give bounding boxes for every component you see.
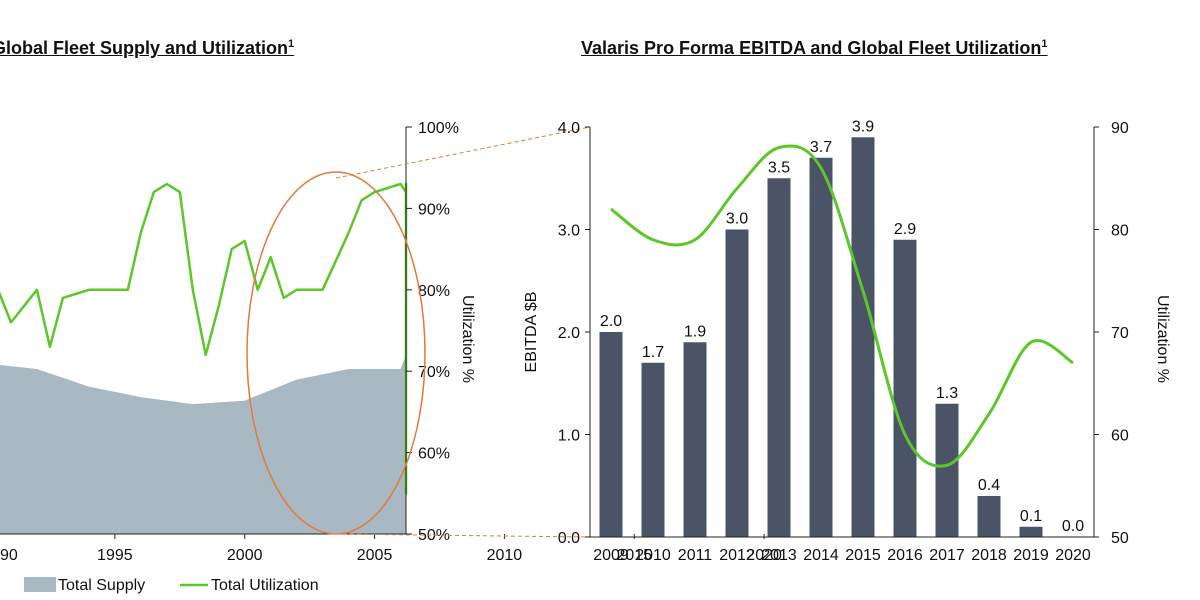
right-chart-y-tick-label: 4.0 — [558, 120, 580, 137]
legend-supply-swatch — [24, 577, 56, 592]
left-y2-tick-label: 100% — [418, 120, 459, 137]
right-x-tick-label: 2018 — [971, 547, 1007, 564]
ebitda-bar — [683, 342, 707, 537]
right-x-tick-label: 2011 — [678, 547, 713, 564]
ebitda-data-label: 0.0 — [1062, 518, 1084, 535]
ebitda-bar — [725, 229, 749, 537]
legend-utilization-label: Total Utilization — [211, 577, 319, 594]
left-x-tick-label: 2005 — [357, 547, 393, 564]
ebitda-bar — [599, 332, 623, 537]
ebitda-data-label: 3.0 — [726, 211, 748, 228]
legend-supply-label: Total Supply — [58, 577, 145, 594]
left-y2-tick-label: 90% — [418, 201, 450, 218]
ebitda-bar — [641, 362, 665, 537]
left-x-tick-label: 2000 — [227, 547, 263, 564]
right-chart-y-tick-label: 1.0 — [558, 428, 580, 445]
ebitda-bar — [935, 403, 959, 537]
left-y2-tick-label: 80% — [418, 283, 450, 300]
right-x-tick-label: 2010 — [635, 547, 671, 564]
ebitda-data-label: 2.0 — [600, 313, 622, 330]
right-chart-y2-tick-label: 70 — [1111, 325, 1129, 342]
left-chart-title: Global Fleet Supply and Utilization1 — [0, 38, 295, 58]
utilization-line — [610, 144, 1074, 468]
right-chart-title: Valaris Pro Forma EBITDA and Global Flee… — [581, 38, 1048, 58]
right-x-tick-label: 2019 — [1013, 547, 1049, 564]
left-x-tick-label: 1995 — [97, 547, 133, 564]
ebitda-data-label: 1.3 — [936, 385, 958, 402]
ebitda-data-label: 3.7 — [810, 139, 832, 156]
total-supply-area — [0, 183, 406, 534]
ebitda-bar — [851, 137, 875, 537]
right-x-tick-label: 2016 — [887, 547, 923, 564]
ebitda-bar — [809, 157, 833, 537]
right-x-tick-label: 2017 — [929, 547, 965, 564]
ebitda-data-label: 0.1 — [1020, 508, 1042, 525]
right-x-tick-label: 2014 — [803, 547, 839, 564]
right-chart-y2-tick-label: 60 — [1111, 428, 1129, 445]
left-x-tick-label: 90 — [0, 547, 18, 564]
ebitda-bar — [767, 178, 791, 537]
right-chart-y2-tick-label: 90 — [1111, 120, 1129, 137]
right-x-tick-label: 2012 — [719, 547, 755, 564]
left-x-tick-label: 2010 — [487, 547, 523, 564]
right-chart-y2-axis-label: Utilization % — [1154, 295, 1171, 383]
right-chart-y-tick-label: 0.0 — [558, 530, 580, 547]
right-chart-y-tick-label: 2.0 — [558, 325, 580, 342]
connector-bottom — [335, 533, 591, 538]
right-chart-y-tick-label: 3.0 — [558, 223, 580, 240]
right-x-tick-label: 2013 — [761, 547, 797, 564]
left-y2-axis-label: Utilization % — [459, 295, 476, 383]
right-chart-y2-tick-label: 50 — [1111, 530, 1129, 547]
right-x-tick-label: 2015 — [845, 547, 881, 564]
ebitda-bar — [893, 239, 917, 537]
connector-top — [335, 126, 591, 179]
ebitda-data-label: 2.9 — [894, 221, 916, 238]
ebitda-bar — [1019, 526, 1043, 537]
right-x-tick-label: 2020 — [1055, 547, 1091, 564]
left-x-tick-label: 2020 — [746, 547, 782, 564]
ebitda-data-label: 1.7 — [642, 344, 664, 361]
right-chart-y2-tick-label: 80 — [1111, 223, 1129, 240]
ebitda-data-label: 3.5 — [768, 159, 790, 176]
left-y2-tick-label: 60% — [418, 446, 450, 463]
ebitda-data-label: 1.9 — [684, 323, 706, 340]
right-x-tick-label: 2009 — [593, 547, 629, 564]
left-x-tick-label: 2015 — [616, 547, 652, 564]
right-chart-y-axis-label: EBITDA $B — [523, 292, 540, 373]
ebitda-data-label: 0.4 — [978, 477, 1000, 494]
ebitda-bar — [977, 496, 1001, 537]
left-y2-tick-label: 70% — [418, 364, 450, 381]
ebitda-data-label: 3.9 — [852, 118, 874, 135]
